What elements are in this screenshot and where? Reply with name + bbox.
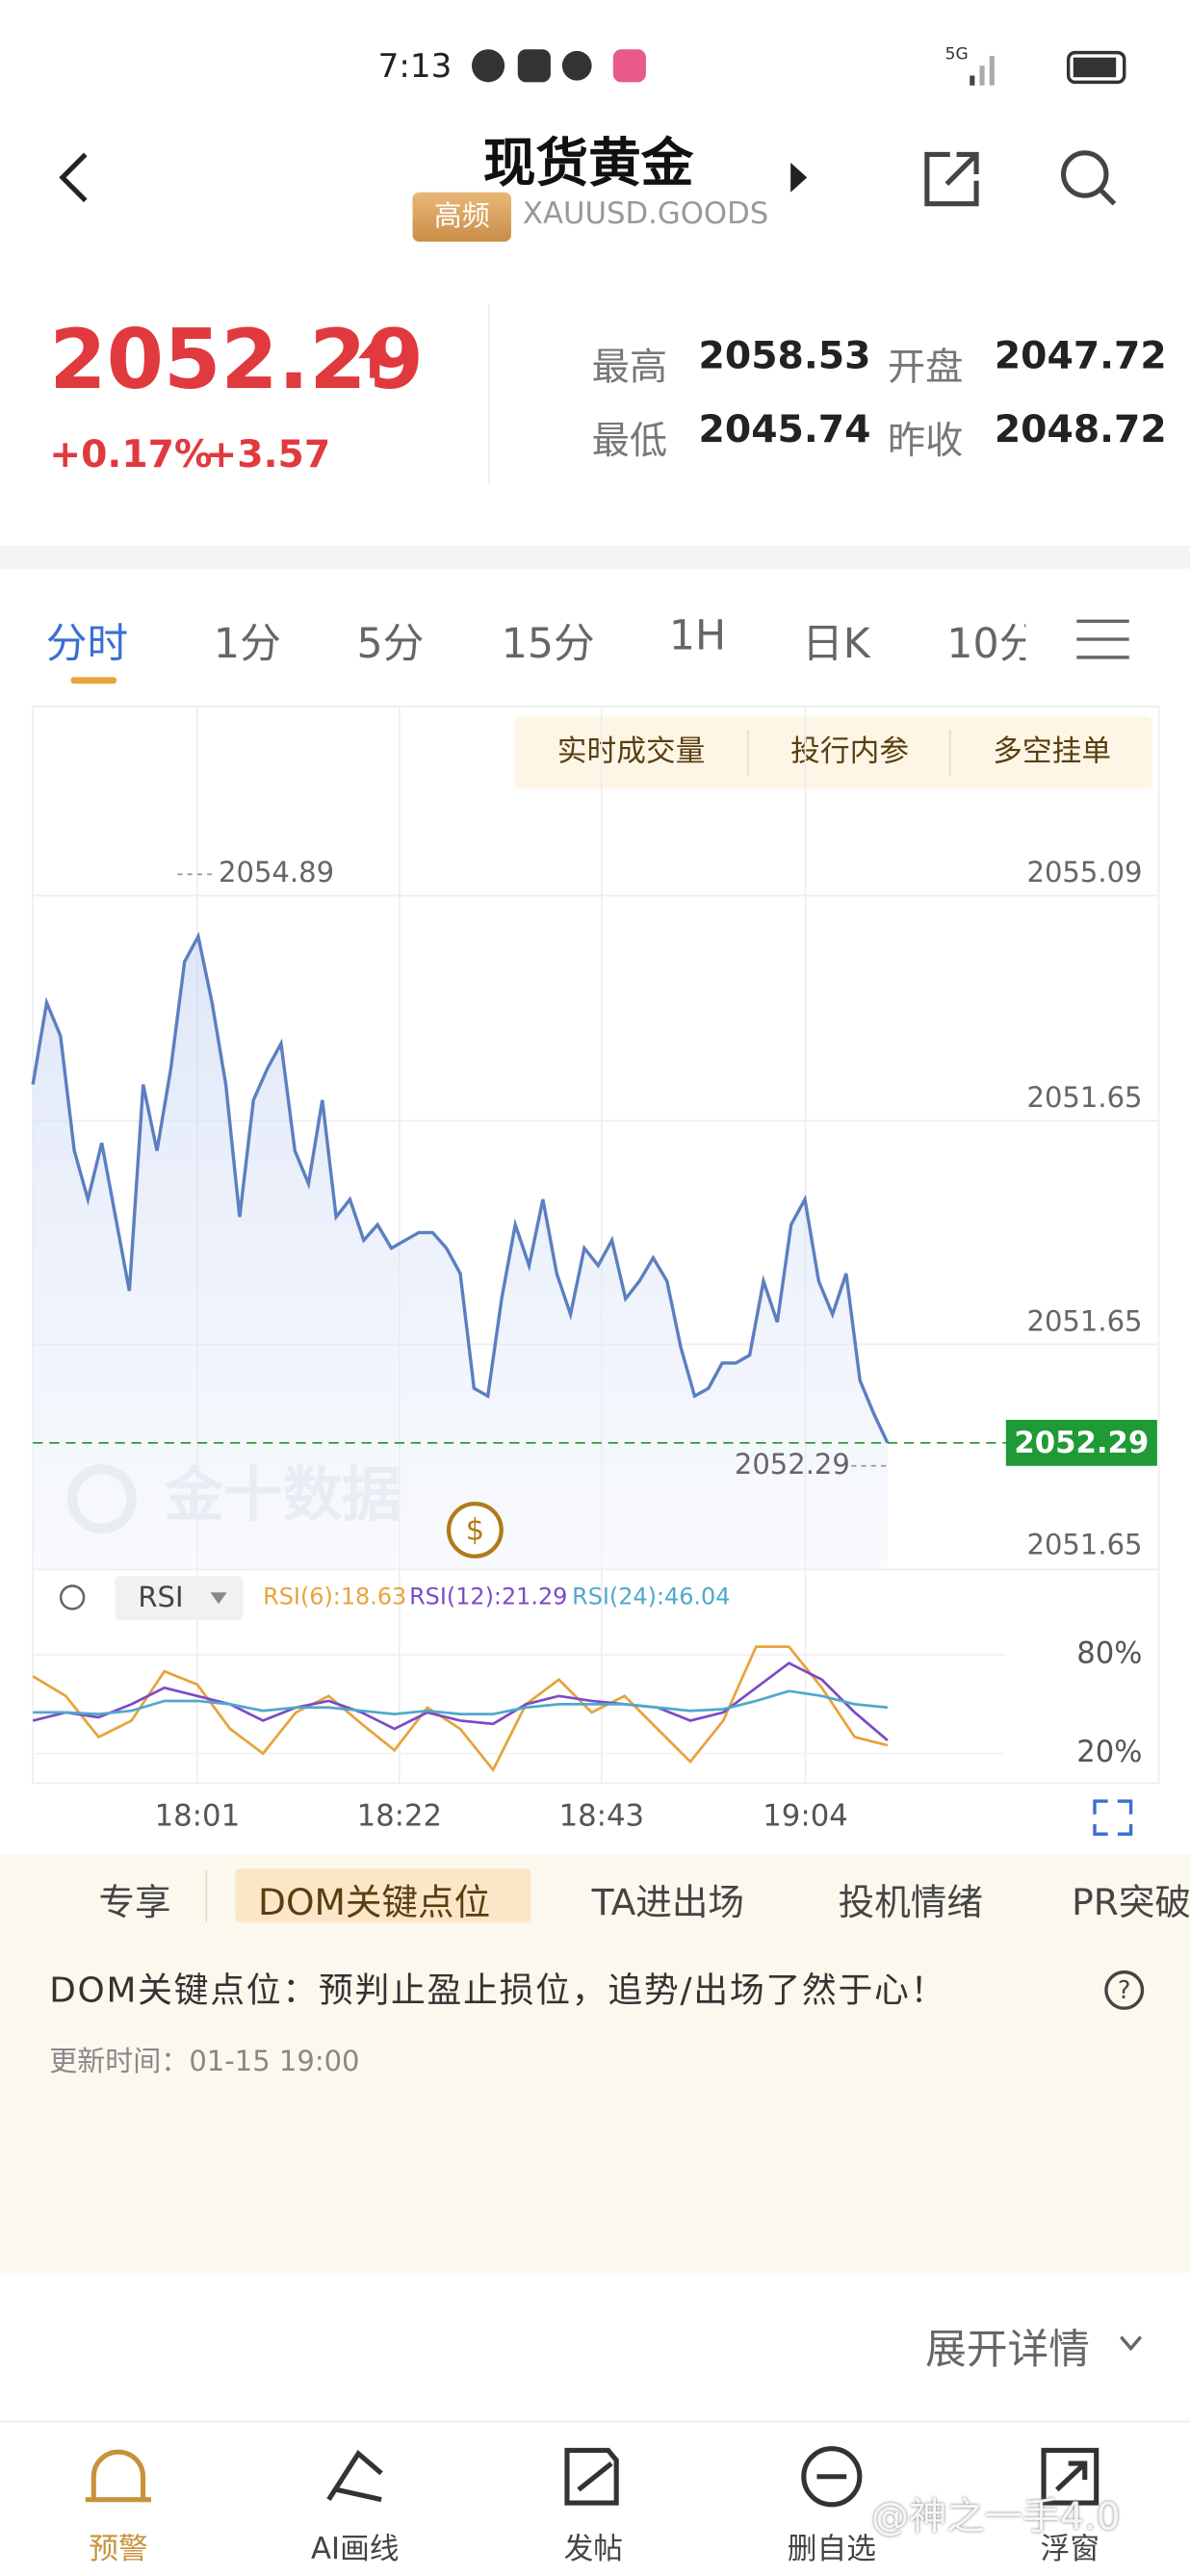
rsi-line <box>33 1689 889 1715</box>
dropdown <box>210 1592 227 1605</box>
tab[interactable]: 分时 <box>45 619 129 668</box>
value: 2058.53 <box>698 335 871 378</box>
nav-item[interactable]: 发帖 <box>563 2532 624 2567</box>
nav-item[interactable]: 删自选 <box>787 2532 876 2567</box>
next-arrow[interactable] <box>786 158 812 197</box>
feature-tab[interactable]: PR突破 <box>1072 1883 1190 1925</box>
feature-tab[interactable]: DOM关键点位 <box>258 1883 491 1925</box>
search-button[interactable] <box>1055 144 1121 210</box>
price-line <box>31 931 890 1444</box>
clock: 7:13 <box>377 45 453 86</box>
rsi-line <box>32 1645 889 1773</box>
divider <box>205 1869 208 1923</box>
update-time: 更新时间：01-15 19:00 <box>49 2046 360 2079</box>
watermark: 金十数据 <box>164 1461 401 1530</box>
separator <box>0 545 1190 569</box>
network: 5G <box>944 45 969 64</box>
chart-button[interactable]: 多空挂单 <box>993 734 1111 768</box>
rsi-tick: 20% <box>1076 1735 1142 1769</box>
x-tick-label: 19:04 <box>763 1799 848 1834</box>
tag: 高频 <box>412 192 511 242</box>
last-label: 2052.29 <box>735 1448 850 1481</box>
x-tick-label: 18:01 <box>155 1799 241 1834</box>
svg-text:?: ? <box>1118 1976 1131 2005</box>
current-label: 2052.29 <box>1014 1426 1149 1460</box>
y-axis-label: 2051.65 <box>1027 1304 1143 1337</box>
tab[interactable]: 15分 <box>501 619 595 668</box>
menu[interactable] <box>1076 618 1129 660</box>
symbol: XAUUSD.GOODS <box>522 196 769 232</box>
nav-item[interactable]: 浮窗 <box>1040 2532 1100 2567</box>
legend-entry: RSI(12):21.29 <box>409 1583 567 1610</box>
label: 最低 <box>591 421 668 464</box>
rsi-line <box>32 1662 889 1741</box>
up-arrow <box>358 338 392 378</box>
tab[interactable]: 5分 <box>356 619 425 668</box>
chart-button[interactable]: 投行内参 <box>790 734 909 768</box>
tab-indicator <box>70 677 117 684</box>
headline: DOM关键点位：预判止盈止损位，追势/出场了然于心！ <box>49 1970 947 2010</box>
legend-entry: RSI(6):18.63 <box>263 1583 406 1610</box>
legend-entry: RSI(24):46.04 <box>572 1583 730 1610</box>
tab[interactable]: 1分 <box>213 619 281 668</box>
back-button[interactable] <box>46 144 112 210</box>
x-tick-label: 18:43 <box>559 1799 645 1834</box>
fullscreen[interactable] <box>1093 1799 1133 1836</box>
tab[interactable]: 10分 <box>946 619 1025 668</box>
y-axis-label: 2051.65 <box>1027 1081 1143 1114</box>
nav-item[interactable]: AI画线 <box>310 2532 400 2567</box>
title: 现货黄金 <box>482 131 694 194</box>
status-icons <box>471 49 646 83</box>
sentiment-row <box>0 2273 1190 2421</box>
watermark-logo <box>66 1464 137 1533</box>
label: 最高 <box>591 347 668 390</box>
share-button[interactable] <box>920 144 986 210</box>
feature-tab[interactable]: 专享 <box>98 1883 171 1925</box>
label: 昨收 <box>887 421 964 464</box>
nav-border <box>0 2420 1190 2423</box>
change: +3.57 <box>205 433 331 477</box>
rsi-name[interactable]: RSI <box>138 1581 183 1613</box>
nav-item[interactable]: 预警 <box>89 2532 148 2567</box>
feature-panel <box>0 1853 1190 2274</box>
high-label: 2054.89 <box>219 856 334 889</box>
price-area <box>33 936 888 1570</box>
divider <box>488 303 490 485</box>
feature-tab[interactable]: TA进出场 <box>591 1883 744 1925</box>
details[interactable]: 展开详情 <box>925 2325 1090 2374</box>
x-tick-label: 18:22 <box>357 1799 443 1834</box>
value: 2045.74 <box>698 409 871 452</box>
help[interactable]: ? <box>1103 1969 1146 2011</box>
label: 开盘 <box>887 347 964 390</box>
system-icons <box>970 50 1126 86</box>
coin-sign: $ <box>466 1513 485 1548</box>
tab[interactable]: 1H <box>668 611 727 659</box>
current-badge <box>1005 1419 1157 1466</box>
rsi-selector <box>115 1576 244 1621</box>
change-pct: +0.17% <box>49 433 213 477</box>
rsi-tick: 80% <box>1076 1636 1142 1671</box>
y-axis-label: 2051.65 <box>1027 1528 1143 1560</box>
feature-tab[interactable]: 投机情绪 <box>838 1883 983 1925</box>
y-axis-label: 2055.09 <box>1027 856 1143 889</box>
tab-highlight <box>235 1868 531 1923</box>
coin <box>446 1501 504 1558</box>
tab[interactable]: 日K <box>802 619 870 668</box>
chevron <box>1120 2335 1143 2352</box>
value: 2047.72 <box>994 335 1167 378</box>
rsi-settings <box>59 1584 86 1610</box>
watermark: @神之一手4.0 <box>870 2496 1121 2539</box>
chart-button[interactable]: 实时成交量 <box>557 734 706 768</box>
nav-icons <box>85 2446 1099 2508</box>
button-bar <box>514 716 1152 789</box>
price: 2052.29 <box>49 312 425 408</box>
value: 2048.72 <box>994 409 1167 452</box>
